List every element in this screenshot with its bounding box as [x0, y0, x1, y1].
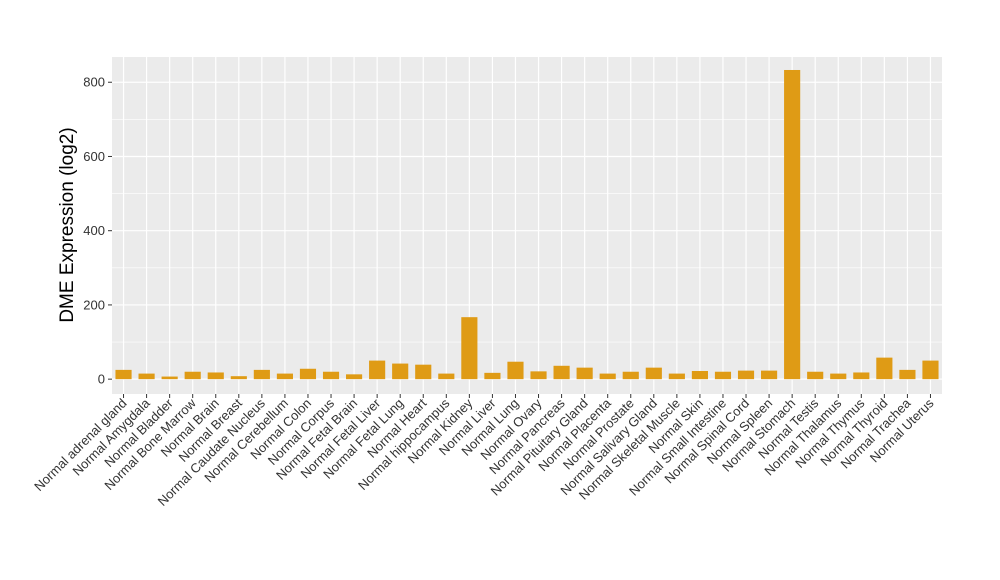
- bar: [161, 376, 178, 380]
- bar: [346, 374, 363, 380]
- y-axis-label: DME Expression (log2): [57, 127, 78, 322]
- bar: [392, 363, 409, 380]
- y-tick-label: 0: [98, 372, 105, 387]
- bar: [807, 371, 824, 380]
- bar: [761, 370, 778, 380]
- bar: [369, 360, 386, 380]
- bar: [438, 373, 455, 380]
- bar: [876, 357, 893, 380]
- bar: [691, 370, 708, 380]
- bar: [737, 370, 755, 380]
- bar: [622, 371, 639, 380]
- bar: [115, 369, 132, 380]
- bar: [853, 372, 870, 380]
- bar: [576, 367, 593, 380]
- bar: [507, 361, 524, 380]
- bar: [714, 371, 732, 380]
- bar: [276, 373, 293, 380]
- bar: [230, 376, 247, 380]
- bar: [530, 371, 547, 380]
- bar: [553, 365, 570, 380]
- bar: [599, 373, 616, 380]
- plot-panel: [112, 57, 942, 394]
- bar: [645, 367, 662, 380]
- bar: [784, 69, 801, 380]
- bar: [899, 369, 916, 380]
- bar: [484, 372, 501, 380]
- bar: [461, 317, 478, 380]
- bars: [115, 69, 939, 380]
- bar: [322, 371, 340, 380]
- y-tick-label: 200: [83, 297, 105, 312]
- bar: [922, 360, 939, 380]
- bar: [299, 368, 317, 380]
- y-tick-label: 800: [83, 75, 105, 90]
- bar: [207, 372, 224, 380]
- y-tick-label: 600: [83, 149, 105, 164]
- bar: [668, 373, 685, 380]
- bar: [138, 373, 155, 380]
- y-axis: 0 200 400 600 800: [83, 75, 112, 387]
- bar: [253, 369, 270, 380]
- bar: [830, 373, 847, 380]
- bar: [184, 371, 201, 380]
- y-tick-label: 400: [83, 223, 105, 238]
- bar: [415, 364, 432, 380]
